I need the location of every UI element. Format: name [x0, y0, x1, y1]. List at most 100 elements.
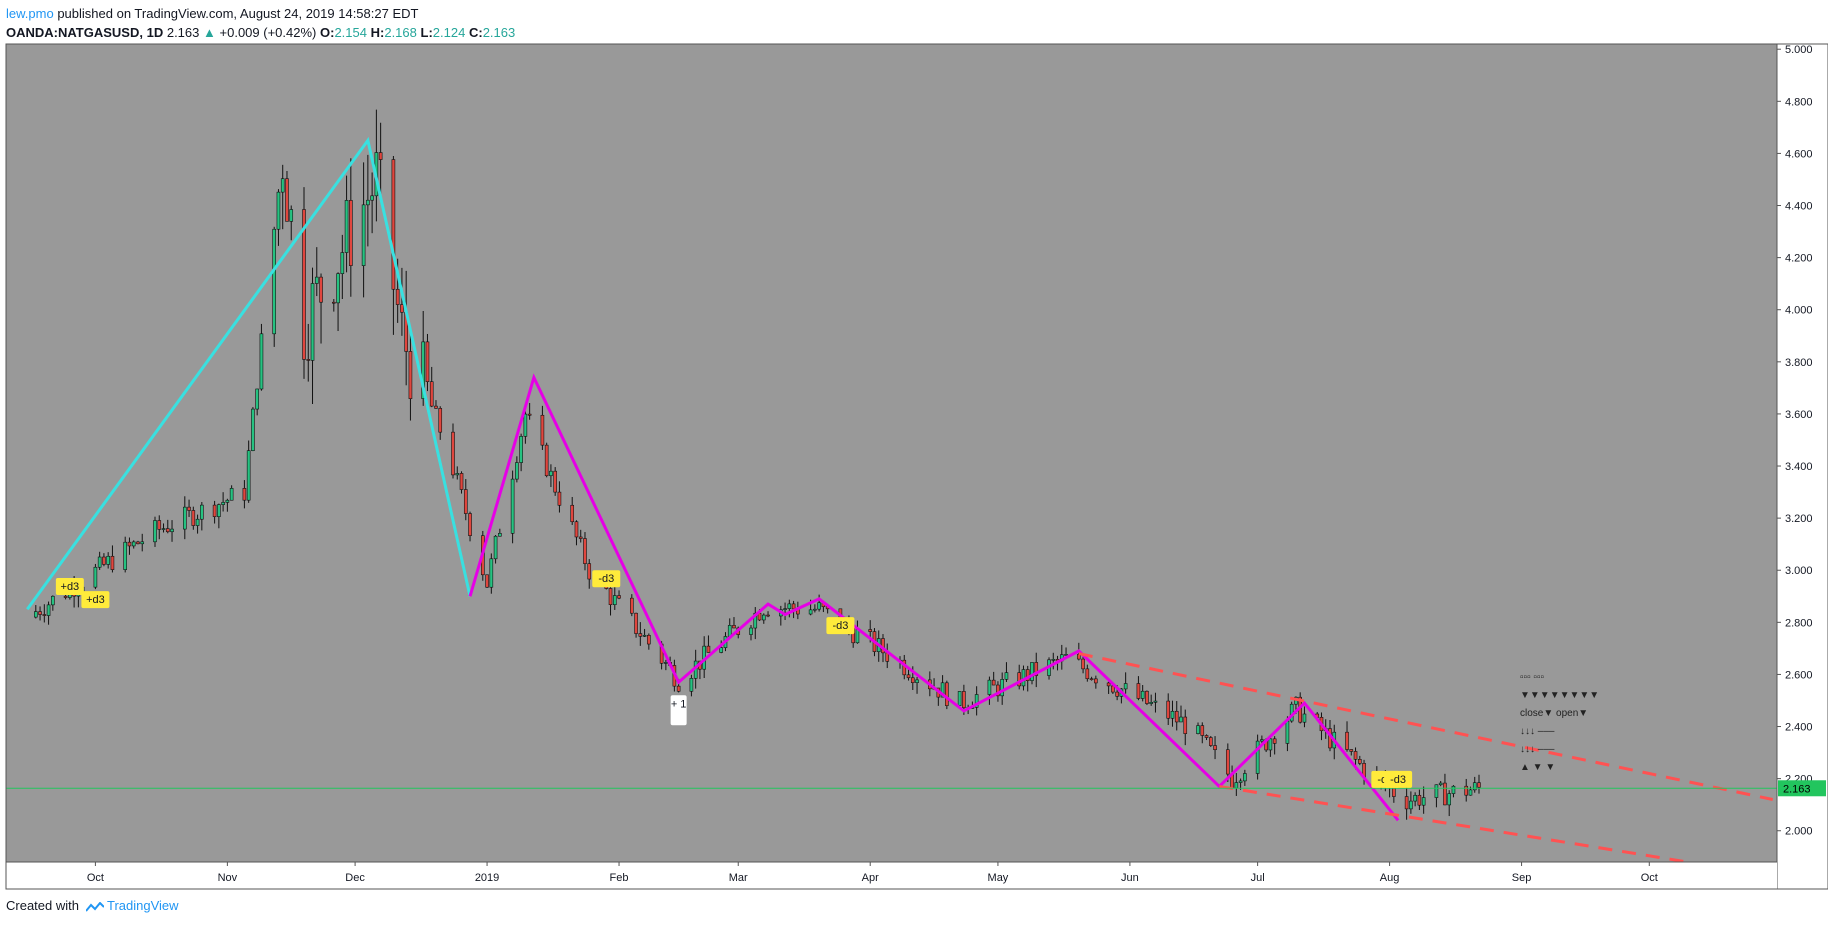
y-tick-label: 3.000	[1785, 565, 1813, 577]
y-tick-label: 3.400	[1785, 461, 1813, 473]
candle-body	[255, 388, 259, 410]
candle-body	[251, 408, 255, 451]
published-text: published on TradingView.com, August 24,…	[57, 6, 419, 21]
annotation-box	[826, 617, 855, 635]
candle-body	[212, 504, 217, 517]
candle-body	[1179, 716, 1183, 723]
candle-body	[455, 473, 460, 476]
candle-body	[1302, 713, 1307, 723]
table-text: close▼ open▼	[1520, 708, 1588, 719]
candle-body	[438, 408, 443, 433]
zigzag-magenta-line	[468, 373, 1400, 822]
candle-body	[642, 634, 647, 637]
candle-body	[1004, 672, 1009, 680]
candle-body	[787, 603, 792, 609]
price-axis[interactable]	[1777, 44, 1828, 862]
candle-body	[515, 462, 519, 480]
x-tick-label: Nov	[218, 872, 238, 884]
x-tick-label: Jun	[1121, 872, 1139, 884]
candle-body	[361, 204, 366, 266]
candle-body	[813, 608, 817, 611]
x-tick-label: Oct	[87, 872, 104, 884]
table-text: ↓↓↓ ‒‒‒	[1520, 726, 1555, 737]
x-tick-label: Sep	[1512, 872, 1532, 884]
candle-body	[749, 627, 753, 635]
tradingview-logo-icon	[85, 901, 104, 912]
candle-body	[766, 614, 770, 617]
candle-body	[165, 528, 170, 533]
author-link[interactable]: lew.pmo	[6, 6, 54, 21]
x-axis-ticks: Oct Nov Dec 2019 Feb Mar Apr May Jun Jul Aug Sep Oct	[87, 862, 1658, 884]
candle-body	[1272, 738, 1277, 744]
candle-body	[1226, 749, 1230, 775]
candle-body	[783, 608, 787, 610]
y-tick-label: 4.800	[1785, 96, 1813, 108]
candle-body	[915, 679, 919, 683]
candle-body	[1443, 782, 1447, 806]
table-text: ▫▫▫ ▫▫▫	[1520, 672, 1544, 683]
change-value: +0.009 (+0.42%)	[219, 25, 317, 40]
created-with-text: Created with	[6, 898, 79, 913]
x-tick-label: Apr	[862, 872, 879, 884]
candle-body	[1115, 691, 1119, 697]
candle-body	[332, 301, 336, 304]
candle-body	[1153, 700, 1158, 703]
candle-body	[957, 691, 962, 706]
candle-body	[1409, 800, 1413, 810]
plot-area[interactable]	[6, 44, 1777, 862]
candle-body	[106, 555, 110, 565]
publish-line: lew.pmo published on TradingView.com, Au…	[6, 4, 515, 23]
candle-body	[544, 444, 549, 477]
candle-body	[808, 609, 813, 615]
candle-body	[1260, 739, 1264, 742]
candle-body	[246, 450, 251, 501]
candle-body	[349, 200, 353, 266]
candle-body	[1136, 683, 1141, 699]
y-tick-label: 3.600	[1785, 409, 1813, 421]
tradingview-link[interactable]: TradingView	[107, 898, 179, 913]
candle-body	[1166, 700, 1171, 719]
annotation-box	[55, 578, 84, 596]
candle-body	[1417, 794, 1422, 806]
candle-body	[1468, 789, 1473, 796]
annotation-text: +d3	[61, 581, 80, 593]
chart-header: lew.pmo published on TradingView.com, Au…	[6, 4, 515, 42]
candle-body	[638, 633, 643, 637]
candle-body	[523, 413, 528, 437]
low-value: 2.124	[432, 25, 466, 40]
candle-body	[131, 541, 136, 547]
y-tick-label: 3.200	[1785, 513, 1813, 525]
candle-body	[429, 381, 434, 407]
candle-body	[945, 682, 949, 706]
candle-body	[974, 694, 979, 708]
last-price: 2.163	[166, 25, 200, 40]
candle-body	[242, 488, 247, 501]
candle-body	[1089, 678, 1094, 681]
y-tick-label: 3.800	[1785, 357, 1813, 369]
candle-body	[868, 629, 873, 632]
candle-body	[1434, 784, 1439, 798]
candle-body	[344, 200, 349, 253]
candle-body	[221, 502, 225, 505]
candle-body	[855, 629, 860, 644]
candle-body	[468, 513, 472, 536]
candle-body	[38, 611, 42, 615]
candle-body	[1196, 725, 1200, 734]
candle-body	[451, 431, 455, 476]
candle-body	[1034, 662, 1039, 676]
candle-body	[1000, 679, 1004, 697]
x-tick-label: 2019	[475, 872, 499, 884]
candle-body	[553, 470, 557, 493]
candle-body	[123, 541, 128, 570]
candle-body	[336, 273, 340, 304]
candle-body	[217, 504, 221, 517]
y-tick-label: 2.800	[1785, 617, 1813, 629]
candle-body	[489, 558, 494, 588]
candle-body	[391, 159, 396, 290]
up-triangle-icon: ▲	[203, 25, 216, 40]
symbol-label[interactable]: OANDA:NATGASUSD, 1D	[6, 25, 164, 40]
time-axis[interactable]	[6, 862, 1777, 889]
candle-body	[319, 276, 323, 303]
zigzag-lines	[6, 136, 1777, 864]
